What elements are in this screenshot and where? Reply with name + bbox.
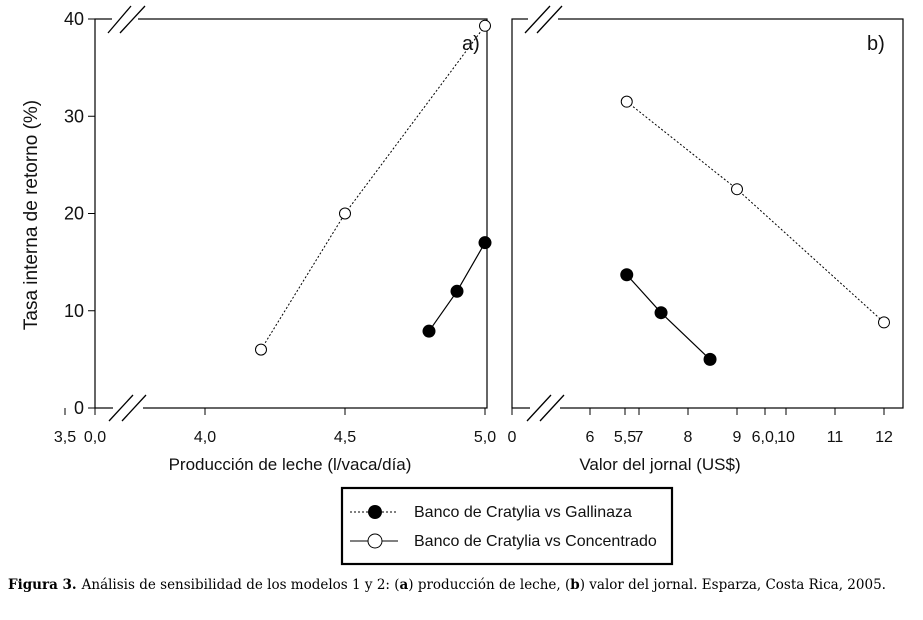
panel-b-x-break-mark [526,394,552,422]
data-point-filled [620,268,634,282]
panel-b-x-axis-label: Valor del jornal (US$) [579,455,740,474]
data-point-filled [450,284,464,298]
panel-b-y-break-mark [536,5,563,34]
series-line-solid [626,274,711,360]
x-tick-label: 11 [827,429,844,446]
legend-filled-marker [368,505,382,519]
x-tick-label: 6,0, [752,429,779,446]
legend-open-marker [367,533,383,549]
x-tick-label: 3,5 [54,429,76,446]
data-point-filled [422,324,436,338]
x-tick-label: 0 [508,429,517,446]
panel-a-y-ticks: 0 10 20 30 40 [64,9,95,418]
data-point-filled [478,236,492,250]
x-axis-break-mark [121,394,147,422]
series-line-dotted [626,101,885,323]
panel-b-x-break-gap [530,398,560,418]
panel-a-marks [255,19,492,356]
legend: Banco de Cratylia vs Gallinaza Banco de … [340,486,674,566]
panel-a-label: a) [462,33,480,55]
data-point-open [255,343,267,356]
panel-b-x-break-mark [539,394,565,422]
x-tick-label: 6 [586,429,595,446]
data-point-open [731,183,743,196]
y-axis-break-gap [112,5,138,35]
panel-b-marks [620,95,890,366]
data-point-open [479,19,491,32]
data-point-open [878,316,890,329]
panel-b-y-break-gap [528,4,558,36]
y-tick-label: 10 [64,301,84,321]
panel-b-y-break-mark [524,5,551,34]
x-tick-label: 7 [635,429,644,446]
caption-label: Figura 3. [8,577,77,593]
x-tick-label: 4,5 [334,429,356,446]
panel-a-frame [94,18,488,409]
caption-text: Análisis de sensibilidad de los modelos … [82,576,913,595]
panel-b-frame [511,18,904,409]
legend-item-gallinaza: Banco de Cratylia vs Gallinaza [414,504,632,521]
x-axis-break-gap [113,398,143,418]
y-tick-label: 30 [64,106,84,126]
caption-bold-b: b [570,577,580,593]
x-tick-label: 0,0 [84,429,106,446]
caption-text-1: Análisis de sensibilidad de los modelos … [81,577,400,593]
x-tick-label: 5,5 [614,429,636,446]
x-tick-label: 5,0 [474,429,496,446]
data-point-open [620,95,633,108]
panel-a: a) Tasa interna de retorno (%) Producció… [21,5,778,474]
y-tick-label: 40 [64,9,84,29]
caption-text-2: ) producción de leche, ( [408,577,571,593]
data-point-open [339,207,351,220]
x-tick-label: 12 [875,429,893,446]
x-axis-break-mark [108,394,134,422]
sensitivity-figure: a) Tasa interna de retorno (%) Producció… [21,4,904,566]
figure-caption: Figura 3. Análisis de sensibilidad de lo… [8,576,913,595]
y-tick-label: 20 [64,204,84,224]
panel-b-x-ticks: 0 6 7 8 9 10 11 12 [508,408,893,446]
x-tick-label: 10 [777,429,795,446]
panel-a-x-axis-label: Producción de leche (l/vaca/día) [169,455,412,474]
panel-a-x-ticks: 0,0 3,5 4,0 4,5 5,0 5,5 6,0, [54,408,778,446]
caption-text-3: ) valor del jornal. Esparza, Costa Rica,… [579,577,886,593]
series-line-dotted [260,25,486,350]
x-tick-label: 8 [684,429,693,446]
x-tick-label: 4,0 [194,429,216,446]
y-axis-break-mark [119,5,146,34]
y-tick-label: 0 [74,398,84,418]
legend-frame [340,486,674,566]
data-point-filled [654,306,668,320]
panel-b-label: b) [867,33,885,55]
y-axis-label: Tasa interna de retorno (%) [21,100,42,330]
y-axis-break-mark [107,5,132,34]
caption-bold-a: a [399,577,409,593]
x-tick-label: 9 [733,429,742,446]
legend-item-concentrado: Banco de Cratylia vs Concentrado [414,533,657,550]
data-point-filled [703,352,717,366]
panel-b: b) Valor del jornal (US$) 0 6 7 8 9 10 11 12 [508,4,904,474]
